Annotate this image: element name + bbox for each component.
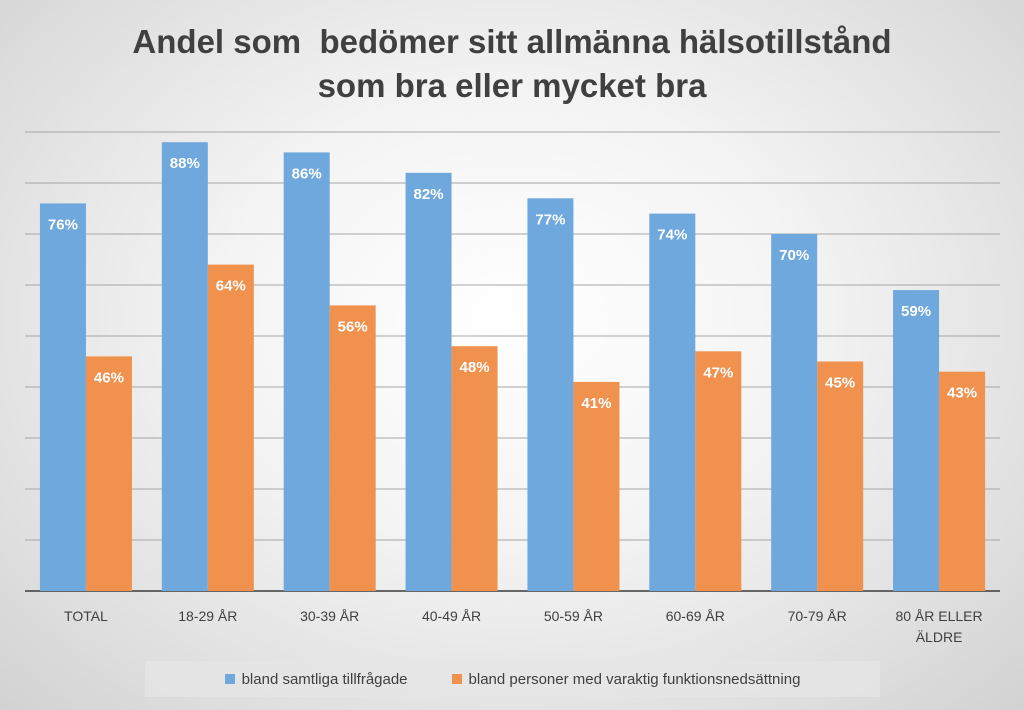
data-label: 45% [825,375,855,392]
bar [527,198,574,592]
legend-item-disability: bland personer med varaktig funktionsned… [451,670,801,688]
data-label: 88% [170,155,200,172]
data-label: 70% [779,247,809,264]
data-label: 82% [414,186,444,203]
chart-title-line-2: som bra eller mycket bra [317,67,707,104]
x-tick-label: 30-39 ÅR [300,608,359,624]
bar [283,152,330,591]
data-label: 46% [94,369,124,386]
data-label: 74% [657,227,687,244]
data-label: 59% [901,303,931,320]
bar [207,264,254,591]
x-tick-label: 60-69 ÅR [666,608,725,624]
data-label: 77% [535,211,565,228]
legend-swatch-all [224,674,235,684]
data-label: 86% [292,165,322,182]
bar [161,142,208,591]
legend-item-all: bland samtliga tillfrågade [224,670,408,688]
bar [649,213,696,591]
x-tick-label: 18-29 ÅR [178,608,237,624]
chart-title: Andel som bedömer sitt allmänna hälsotil… [0,20,1024,108]
data-label: 43% [947,385,977,402]
legend-swatch-disability [451,674,462,684]
bar [817,361,864,591]
chart-title-line-1: Andel som bedömer sitt allmänna hälsotil… [132,23,892,60]
bar [939,371,986,591]
bar [451,346,498,591]
legend-label-disability: bland personer med varaktig funktionsned… [468,670,801,688]
x-tick-label: 70-79 ÅR [788,608,847,624]
x-tick-label: 80 ÅR ELLER ÄLDRE [895,608,982,645]
x-tick-label: 50-59 ÅR [544,608,603,624]
data-label: 47% [703,364,733,381]
data-label: 41% [581,395,611,412]
bar [573,381,620,591]
legend-label-all: bland samtliga tillfrågade [241,670,408,688]
bar [405,172,452,592]
legend: bland samtliga tillfrågade bland persone… [145,661,880,697]
bar [39,203,86,591]
x-tick-label: 40-49 ÅR [422,608,481,624]
data-label: 48% [460,359,490,376]
bar [695,351,742,591]
data-label: 56% [338,318,368,335]
x-tick-label: TOTAL [64,608,108,624]
data-label: 64% [216,278,246,295]
bar [329,305,376,591]
bar [771,234,818,591]
data-label: 76% [48,216,78,233]
bar [85,356,132,591]
bar [893,290,940,591]
